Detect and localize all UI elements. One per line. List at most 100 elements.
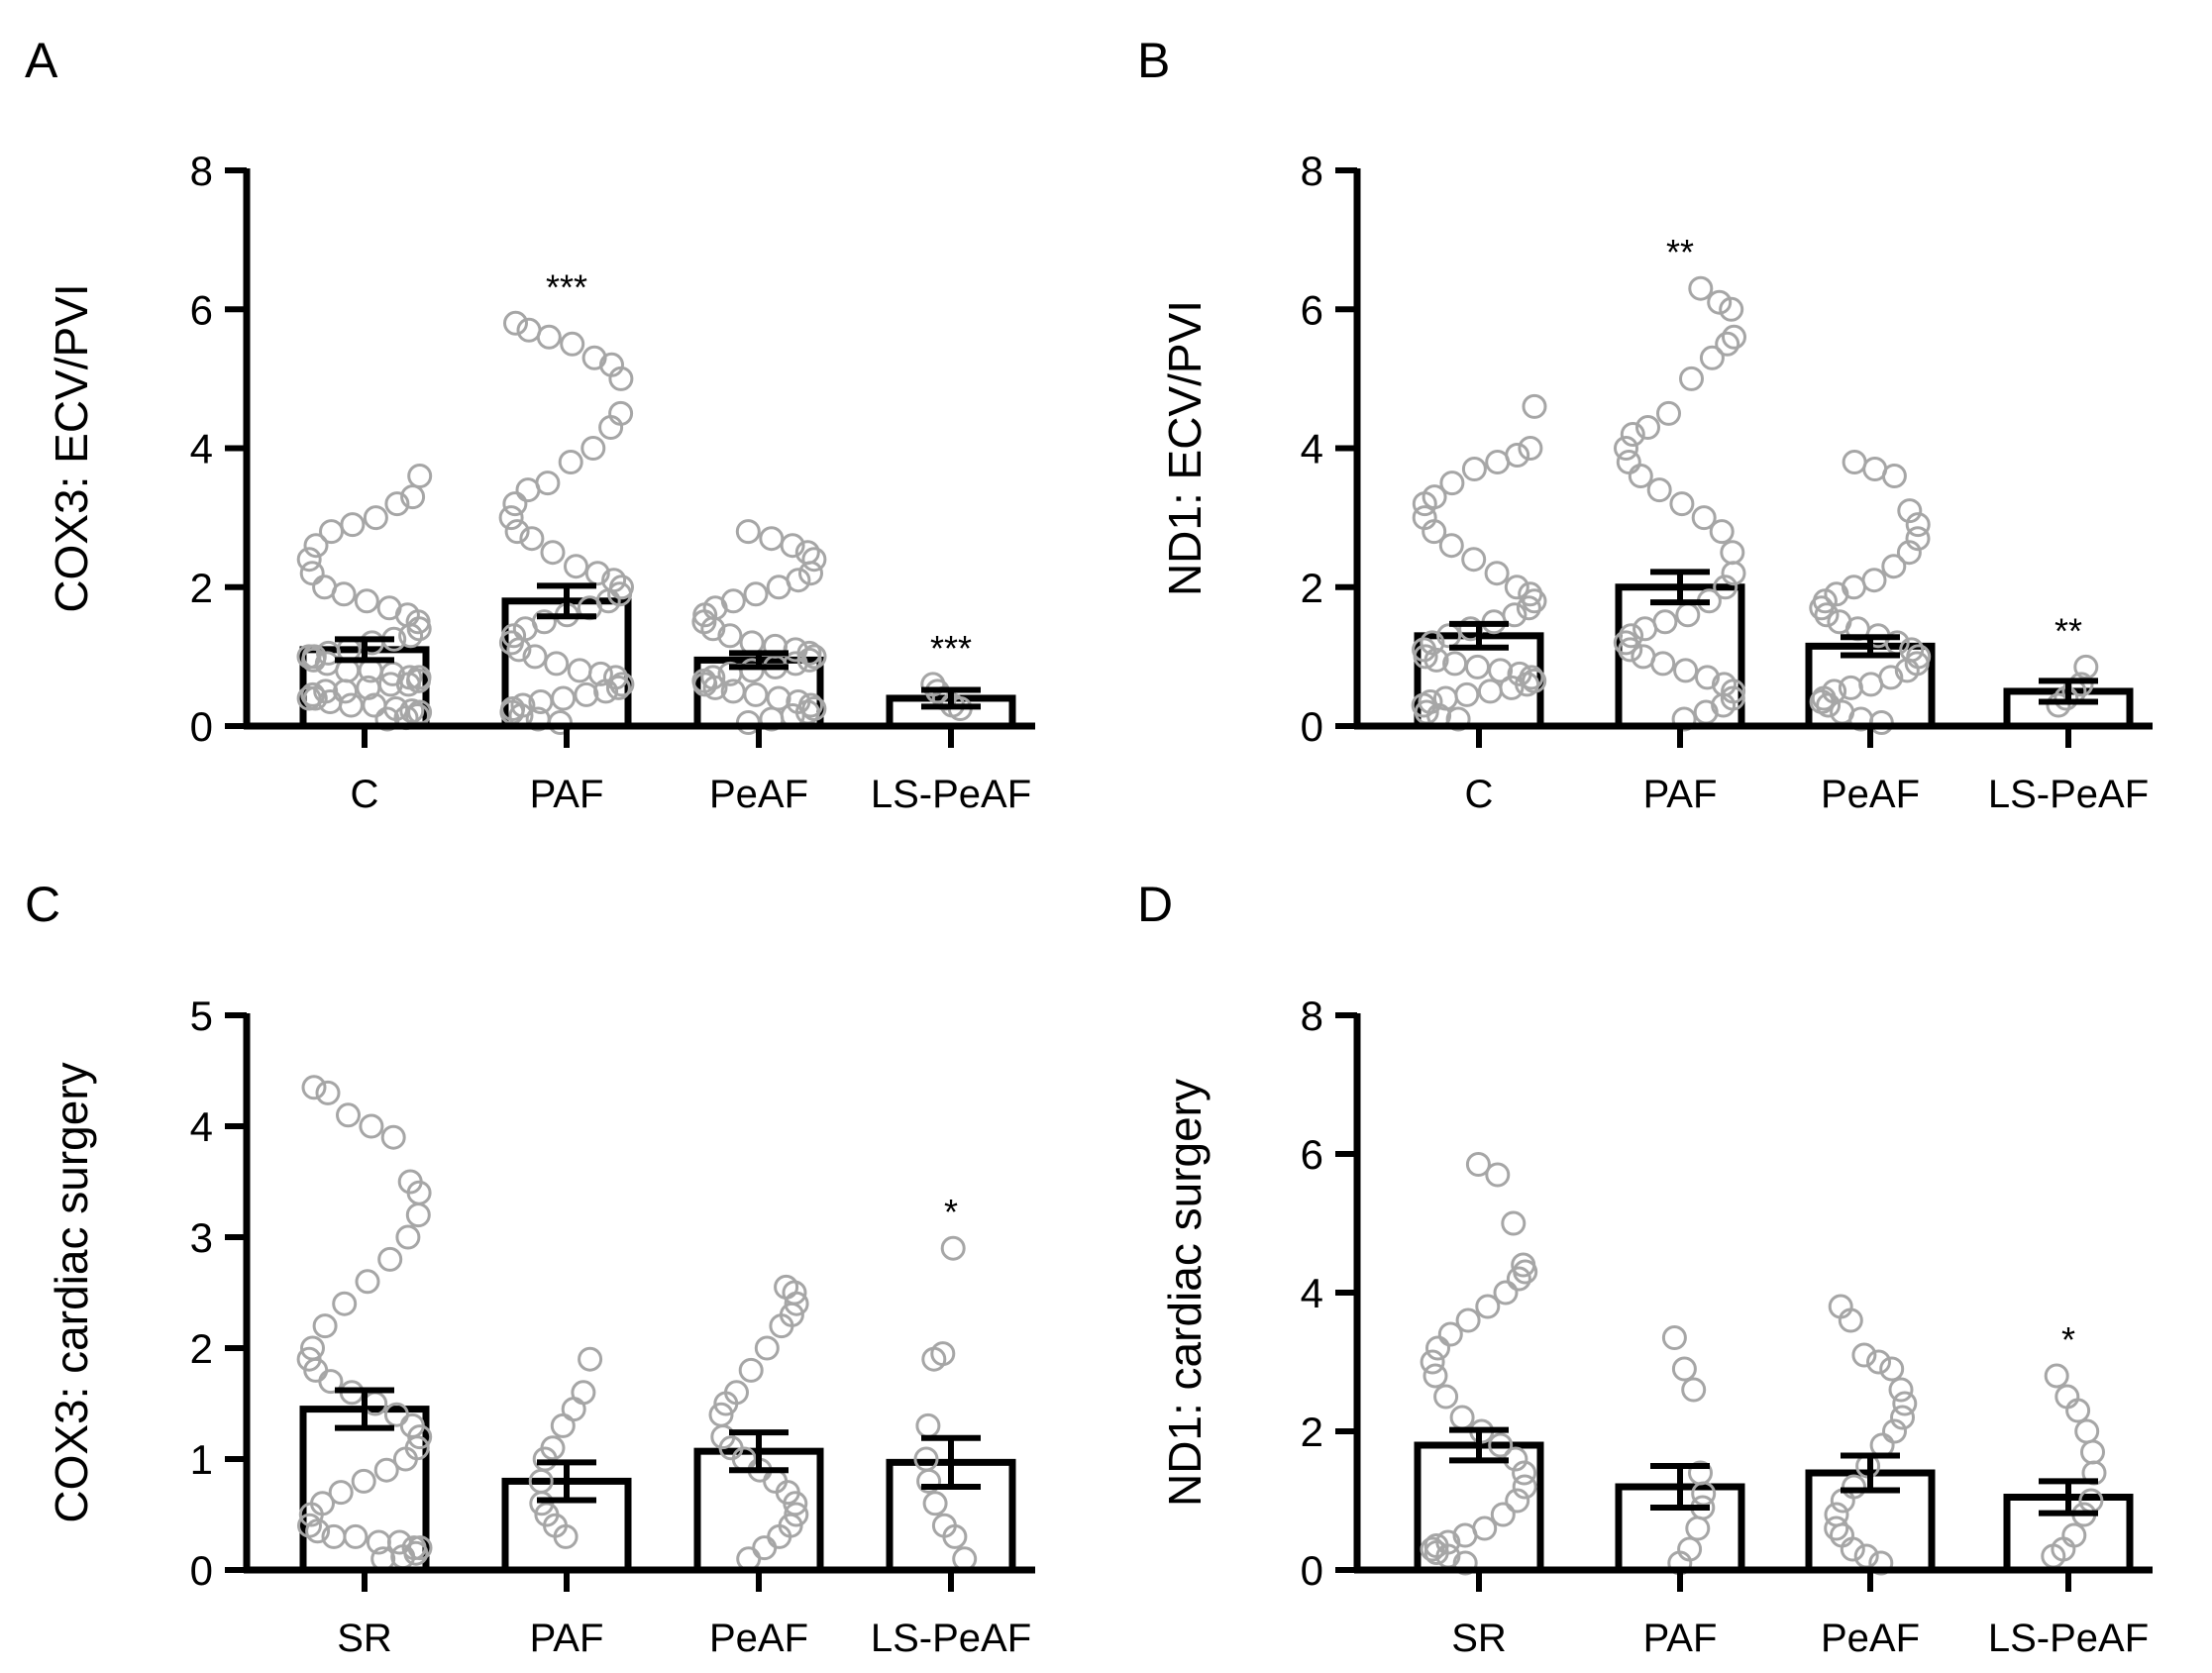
data-point [300, 681, 326, 707]
data-point [774, 1274, 799, 1300]
data-point [1681, 1377, 1707, 1403]
data-point [1671, 1356, 1697, 1382]
data-point [786, 689, 811, 714]
data-point [1488, 658, 1514, 683]
data-point [784, 1502, 809, 1527]
data-point [1673, 658, 1699, 683]
data-point [1712, 672, 1737, 697]
data-point [405, 1202, 431, 1228]
data-point [1445, 706, 1471, 732]
data-point [1652, 609, 1678, 635]
data-point [1669, 491, 1695, 517]
data-point [720, 679, 746, 704]
data-point [1896, 540, 1922, 566]
data-point [406, 665, 432, 690]
data-point [2074, 1418, 2100, 1444]
data-point [1879, 1356, 1905, 1382]
data-point [297, 1513, 322, 1538]
chart-panel-c: * 0 1 2 3 4 5 SR PAF PeAF LS-PeAF COX3: cardiac sur… [46, 993, 1035, 1660]
y-tick-label: 5 [190, 993, 213, 1039]
data-point [1614, 436, 1638, 461]
data-point [534, 1502, 560, 1527]
data-point [328, 1480, 354, 1506]
data-point [1679, 366, 1704, 391]
data-point [1506, 1266, 1531, 1292]
data-point [720, 588, 746, 614]
data-point [303, 533, 329, 559]
data-point [1709, 519, 1735, 545]
y-tick-label: 2 [1301, 1409, 1323, 1455]
x-tick-label: LS-PeAF [871, 773, 1031, 816]
significance-label: *** [930, 628, 972, 669]
data-point [608, 400, 634, 426]
data-point [922, 1491, 948, 1516]
y-tick-label: 8 [1301, 148, 1323, 194]
data-point [355, 1269, 380, 1295]
panel-letter-b: B [1137, 33, 1170, 88]
data-point [407, 464, 433, 488]
data-point [1866, 1349, 1891, 1375]
data-point [1438, 533, 1464, 559]
y-tick-label: 8 [190, 148, 213, 194]
significance-label: * [944, 1192, 958, 1232]
data-point [1433, 1384, 1459, 1410]
data-point [1455, 1307, 1481, 1333]
data-point [1518, 436, 1543, 461]
data-point [754, 1335, 780, 1361]
data-point [1861, 568, 1887, 593]
data-point [1449, 1405, 1475, 1430]
data-point [359, 1113, 384, 1139]
data-point [397, 665, 423, 690]
data-point [1454, 681, 1480, 707]
data-point [578, 1346, 603, 1372]
data-point [571, 1380, 596, 1406]
significance-label: ** [1666, 232, 1694, 272]
data-point [1691, 505, 1717, 531]
data-point [2065, 1398, 2091, 1423]
x-tick-label: PeAF [1821, 773, 1920, 816]
data-point [738, 1357, 764, 1383]
data-point [1499, 675, 1525, 700]
data-point [1420, 1349, 1445, 1375]
data-point [1862, 457, 1888, 481]
y-tick-label: 6 [1301, 1131, 1323, 1178]
data-point [313, 679, 339, 704]
significance-label: *** [546, 266, 587, 307]
data-point [1619, 623, 1644, 649]
data-point [564, 554, 588, 579]
data-point [786, 568, 811, 593]
data-point [1677, 1536, 1703, 1562]
x-tick-label: LS-PeAF [871, 1617, 1031, 1660]
data-point [1851, 1342, 1877, 1368]
data-point [1842, 450, 1867, 474]
data-point [354, 588, 379, 614]
x-tick-label: SR [337, 1617, 392, 1660]
data-point [312, 1313, 338, 1339]
data-point [1512, 1474, 1537, 1500]
data-point [1437, 1321, 1463, 1347]
x-tick-label: PAF [1643, 773, 1718, 816]
data-point [1722, 324, 1746, 350]
data-point [310, 1491, 335, 1516]
data-point [766, 685, 791, 711]
data-point [516, 317, 542, 343]
data-point [531, 609, 557, 635]
data-point [2046, 692, 2071, 718]
data-point [300, 1335, 325, 1361]
data-point [319, 519, 344, 545]
data-point [1485, 1162, 1511, 1188]
data-point [1519, 665, 1544, 690]
data-point [1488, 1432, 1514, 1458]
y-tick-label: 2 [1301, 565, 1323, 611]
data-point [2080, 1439, 2105, 1465]
data-point [395, 1224, 421, 1250]
data-point [1522, 393, 1547, 419]
chart-panel-d: * 0 2 4 6 8 SR PAF PeAF LS-PeAF ND1: cardiac surge… [1159, 993, 2153, 1660]
data-point [1461, 457, 1487, 481]
data-point [920, 672, 946, 697]
data-point [2073, 654, 2099, 680]
data-point [1502, 602, 1527, 628]
y-tick-label: 4 [1301, 1270, 1323, 1316]
x-tick-label: SR [1451, 1617, 1507, 1660]
x-tick-label: PeAF [709, 773, 808, 816]
